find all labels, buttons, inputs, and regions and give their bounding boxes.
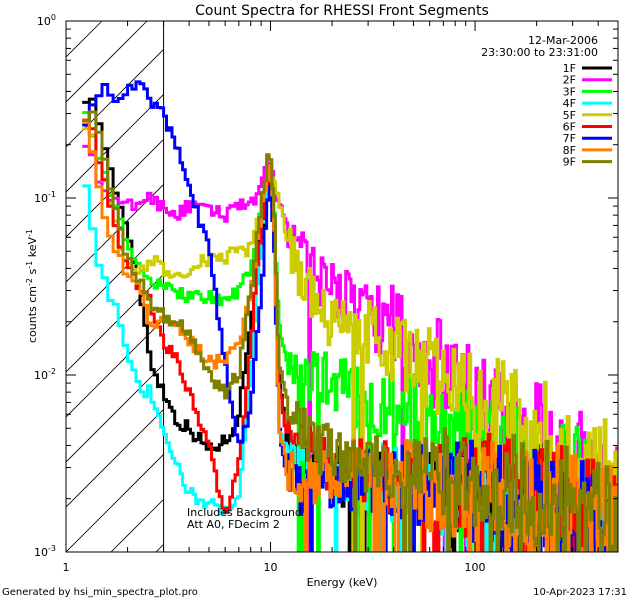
annotation-attenuator: Att A0, FDecim 2 — [187, 518, 280, 531]
generated-by-label: Generated by hsi_min_spectra_plot.pro — [2, 587, 198, 598]
legend-label-7f: 7F — [563, 132, 576, 145]
y-tick-label: 10-1 — [34, 190, 56, 205]
series-line-8f — [82, 119, 618, 552]
legend-label-2f: 2F — [563, 74, 576, 87]
hatch-line — [66, 48, 164, 148]
y-tick-label: 10-3 — [34, 544, 56, 559]
y-axis: 10-3 10-2 10-1 100 — [34, 13, 618, 559]
legend-label-5f: 5F — [563, 109, 576, 122]
hatch-line — [66, 93, 164, 193]
x-axis-label: Energy (keV) — [307, 576, 378, 589]
x-axis: 1 10 100 — [63, 21, 619, 574]
legend-label-3f: 3F — [563, 85, 576, 98]
chart-title: Count Spectra for RHESSI Front Segments — [195, 3, 489, 19]
y-tick-label: 100 — [37, 13, 56, 28]
hatch-line — [66, 21, 148, 103]
x-tick-label: 10 — [264, 561, 278, 574]
date-label: 12-Mar-2006 — [528, 34, 598, 47]
legend-label-9f: 9F — [563, 156, 576, 169]
legend-label-8f: 8F — [563, 144, 576, 157]
legend-label-1f: 1F — [563, 62, 576, 75]
series-group — [82, 80, 618, 552]
legend-label-4f: 4F — [563, 97, 576, 110]
hatch-line — [66, 453, 164, 552]
timestamp-label: 10-Apr-2023 17:31 — [533, 587, 627, 598]
hatch-line — [66, 21, 103, 58]
series-line-2f — [82, 144, 618, 552]
plot-frame — [65, 20, 619, 553]
hatch-line — [66, 273, 164, 373]
x-tick-label: 1 — [63, 561, 70, 574]
x-tick-label: 100 — [465, 561, 486, 574]
annotation-background: Includes Background — [187, 506, 302, 519]
series-line-9f — [82, 110, 618, 552]
time-range-label: 23:30:00 to 23:31:00 — [481, 46, 598, 59]
legend-label-6f: 6F — [563, 121, 576, 134]
y-axis-label: counts cm-2 s-1 keV-1 — [25, 229, 39, 343]
hatch-line — [66, 408, 164, 508]
y-tick-label: 10-2 — [34, 367, 56, 382]
